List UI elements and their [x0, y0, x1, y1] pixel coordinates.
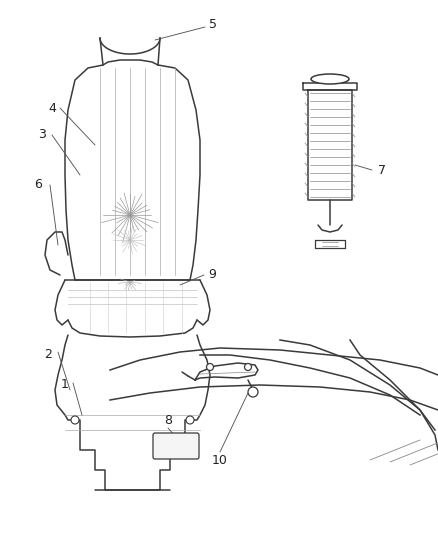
FancyBboxPatch shape — [153, 433, 199, 459]
Text: 3: 3 — [38, 128, 46, 141]
Ellipse shape — [311, 74, 349, 84]
Circle shape — [71, 416, 79, 424]
Text: 6: 6 — [34, 179, 42, 191]
Text: 1: 1 — [61, 378, 69, 392]
Text: 4: 4 — [48, 101, 56, 115]
Circle shape — [206, 364, 213, 370]
Circle shape — [244, 364, 251, 370]
Circle shape — [186, 416, 194, 424]
Text: 5: 5 — [209, 19, 217, 31]
Text: 7: 7 — [378, 164, 386, 176]
Text: 2: 2 — [44, 349, 52, 361]
Text: 9: 9 — [208, 269, 216, 281]
Text: 10: 10 — [212, 454, 228, 466]
Text: 8: 8 — [164, 414, 172, 426]
Circle shape — [248, 387, 258, 397]
